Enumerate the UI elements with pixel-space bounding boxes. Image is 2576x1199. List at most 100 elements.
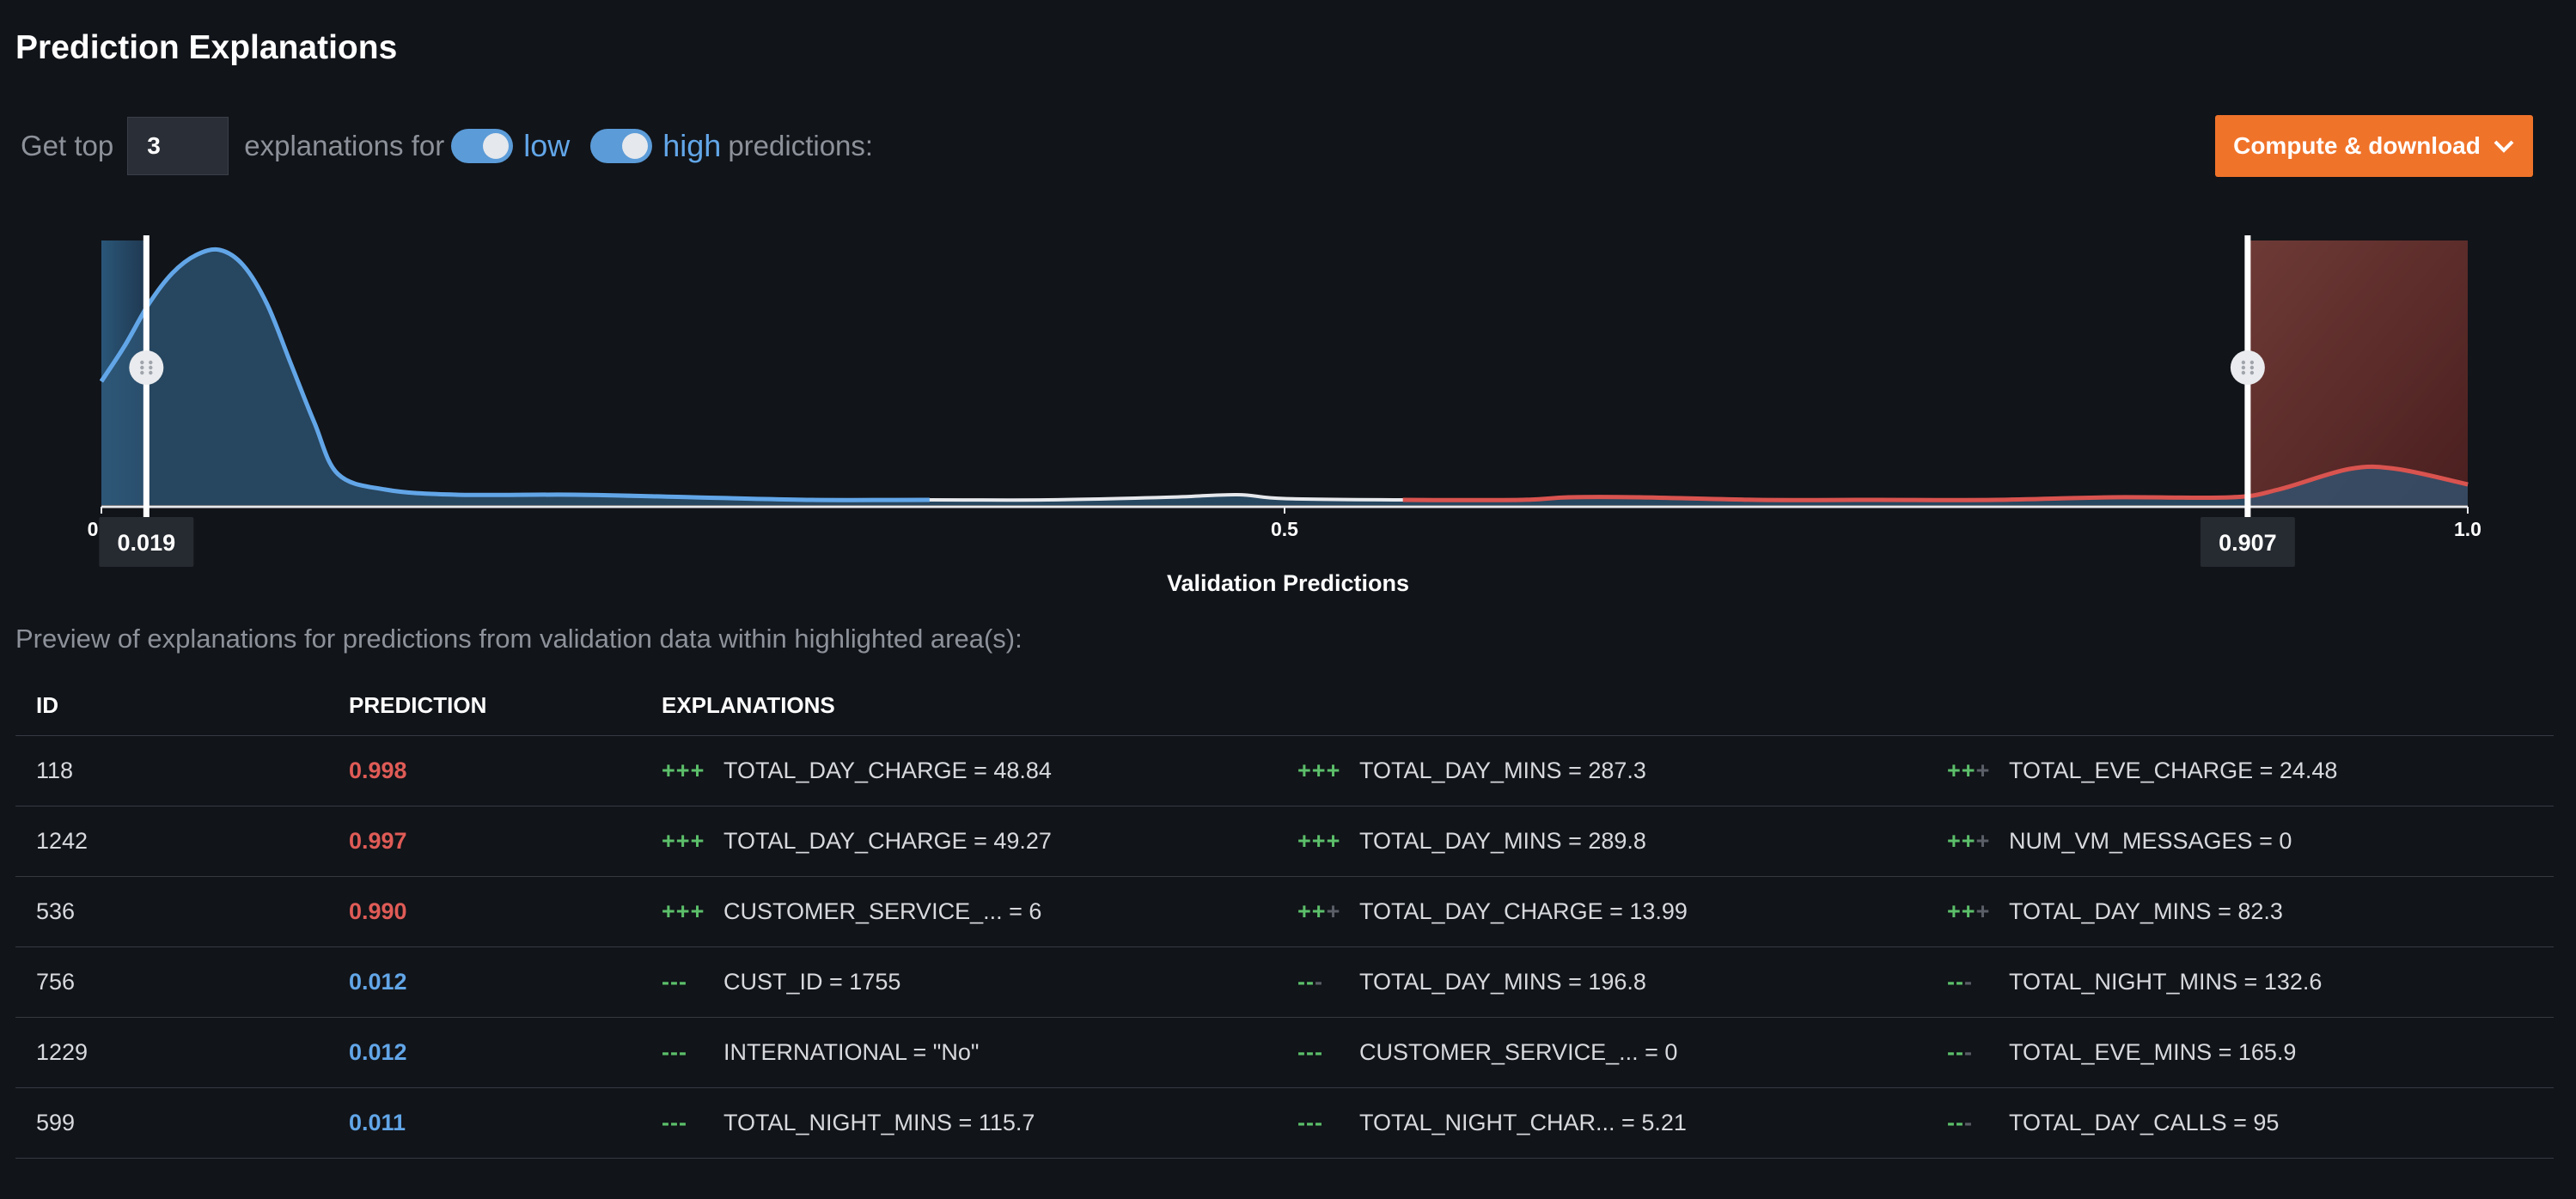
density-curve-neutral [101,249,2468,500]
density-curve-low [101,249,2468,500]
strength-indicator: +++ [1947,828,2009,855]
low-toggle[interactable] [451,129,513,163]
explanation-controls: Get top 3 explanations for low high pred… [21,117,873,175]
explanation-cell: --- TOTAL_NIGHT_MINS = 132.6 [1926,947,2554,1018]
strength-indicator: --- [1947,1110,2009,1136]
table-row[interactable]: 1242 0.997 +++ TOTAL_DAY_CHARGE = 49.27 +++ T… [15,806,2554,877]
header-id[interactable]: ID [15,675,328,736]
row-prediction: 0.011 [328,1088,641,1159]
x-axis-label: Validation Predictions [0,570,2576,597]
strength-indicator: +++ [662,758,723,784]
strength-indicator: --- [662,969,723,995]
explanation-cell: --- INTERNATIONAL = "No" [641,1018,1277,1088]
row-id: 118 [15,736,328,806]
low-threshold-handle[interactable]: 0.019 [99,235,193,567]
predictions-label: predictions: [728,130,873,162]
high-highlight-region [2248,240,2468,505]
explanation-text: CUSTOMER_SERVICE_... = 6 [723,898,1041,925]
explanation-text: TOTAL_DAY_MINS = 82.3 [2009,898,2283,925]
x-tick-label: 0 [88,518,99,540]
row-prediction: 0.997 [328,806,641,877]
explanation-cell: +++ NUM_VM_MESSAGES = 0 [1926,806,2554,877]
explanation-cell: +++ TOTAL_EVE_CHARGE = 24.48 [1926,736,2554,806]
high-toggle[interactable] [590,129,652,163]
explanation-cell: +++ TOTAL_DAY_MINS = 287.3 [1277,736,1926,806]
explanation-text: TOTAL_NIGHT_MINS = 132.6 [2009,969,2322,995]
explanation-text: CUSTOMER_SERVICE_... = 0 [1359,1039,1677,1066]
table-row[interactable]: 1229 0.012 --- INTERNATIONAL = "No" --- CUSTO… [15,1018,2554,1088]
explanations-for-label: explanations for [244,130,444,162]
explanation-cell: +++ TOTAL_DAY_MINS = 82.3 [1926,877,2554,947]
strength-indicator: --- [1947,1039,2009,1066]
toggle-knob [622,133,648,159]
row-prediction: 0.990 [328,877,641,947]
row-prediction: 0.012 [328,947,641,1018]
explanation-text: TOTAL_EVE_MINS = 165.9 [2009,1039,2296,1066]
explanation-text: TOTAL_NIGHT_MINS = 115.7 [723,1110,1035,1136]
low-threshold-label: 0.019 [118,530,176,556]
high-threshold-handle[interactable]: 0.907 [2201,235,2295,567]
row-id: 1229 [15,1018,328,1088]
table-row[interactable]: 118 0.998 +++ TOTAL_DAY_CHARGE = 48.84 +++ TO… [15,736,2554,806]
explanation-text: TOTAL_DAY_MINS = 196.8 [1359,969,1646,995]
strength-indicator: --- [1947,969,2009,995]
row-prediction: 0.012 [328,1018,641,1088]
compute-download-button[interactable]: Compute & download [2215,115,2533,177]
get-top-label: Get top [21,130,113,162]
strength-indicator: --- [662,1110,723,1136]
x-tick-label: 0.5 [1271,518,1298,540]
explanation-text: TOTAL_DAY_CALLS = 95 [2009,1110,2279,1136]
header-prediction[interactable]: PREDICTION [328,675,641,736]
strength-indicator: +++ [662,828,723,855]
explanation-cell: --- TOTAL_DAY_CALLS = 95 [1926,1088,2554,1159]
chevron-down-icon [2493,137,2515,155]
explanation-text: TOTAL_EVE_CHARGE = 24.48 [2009,758,2337,784]
drag-grip-icon[interactable] [2231,350,2265,385]
explanation-cell: +++ TOTAL_DAY_CHARGE = 48.84 [641,736,1277,806]
toggle-knob [483,133,509,159]
strength-indicator: --- [1297,969,1359,995]
density-area [101,249,2468,505]
table-row[interactable]: 599 0.011 --- TOTAL_NIGHT_MINS = 115.7 --- TO… [15,1088,2554,1159]
explanation-text: INTERNATIONAL = "No" [723,1039,979,1066]
preview-text: Preview of explanations for predictions … [15,624,1022,654]
strength-indicator: +++ [1297,828,1359,855]
strength-indicator: +++ [1947,758,2009,784]
prediction-distribution-chart: 0 0.5 1.0 0.019 0.907 [0,0,2576,618]
row-id: 536 [15,877,328,947]
strength-indicator: --- [1297,1110,1359,1136]
explanations-table: ID PREDICTION EXPLANATIONS 118 0.998 +++ TO… [15,675,2554,1159]
explanation-text: TOTAL_DAY_CHARGE = 48.84 [723,758,1052,784]
table-row[interactable]: 756 0.012 --- CUST_ID = 1755 --- TOTAL_DAY_MI… [15,947,2554,1018]
explanation-cell: --- TOTAL_NIGHT_MINS = 115.7 [641,1088,1277,1159]
page-title: Prediction Explanations [15,29,397,67]
row-id: 756 [15,947,328,1018]
explanation-text: NUM_VM_MESSAGES = 0 [2009,828,2292,855]
compute-button-label: Compute & download [2233,132,2481,160]
strength-indicator: +++ [1297,758,1359,784]
row-prediction: 0.998 [328,736,641,806]
explanation-text: TOTAL_DAY_CHARGE = 49.27 [723,828,1052,855]
density-curve-low-tail [101,249,2468,500]
explanation-text: TOTAL_DAY_MINS = 287.3 [1359,758,1646,784]
explanation-text: TOTAL_NIGHT_CHAR... = 5.21 [1359,1110,1687,1136]
top-n-input[interactable]: 3 [127,117,229,175]
explanation-cell: +++ TOTAL_DAY_CHARGE = 49.27 [641,806,1277,877]
density-curve-high [101,249,2468,500]
low-label: low [523,128,570,164]
drag-grip-icon[interactable] [129,350,163,385]
table-row[interactable]: 536 0.990 +++ CUSTOMER_SERVICE_... = 6 +++ TO… [15,877,2554,947]
explanation-cell: --- TOTAL_DAY_MINS = 196.8 [1277,947,1926,1018]
explanation-cell: +++ CUSTOMER_SERVICE_... = 6 [641,877,1277,947]
explanation-cell: +++ TOTAL_DAY_CHARGE = 13.99 [1277,877,1926,947]
explanation-text: TOTAL_DAY_MINS = 289.8 [1359,828,1646,855]
explanation-cell: --- TOTAL_NIGHT_CHAR... = 5.21 [1277,1088,1926,1159]
explanation-text: TOTAL_DAY_CHARGE = 13.99 [1359,898,1688,925]
high-label: high [662,128,721,164]
explanation-cell: --- CUST_ID = 1755 [641,947,1277,1018]
explanation-cell: +++ TOTAL_DAY_MINS = 289.8 [1277,806,1926,877]
strength-indicator: +++ [662,898,723,925]
strength-indicator: --- [1297,1039,1359,1066]
strength-indicator: --- [662,1039,723,1066]
explanation-text: CUST_ID = 1755 [723,969,900,995]
